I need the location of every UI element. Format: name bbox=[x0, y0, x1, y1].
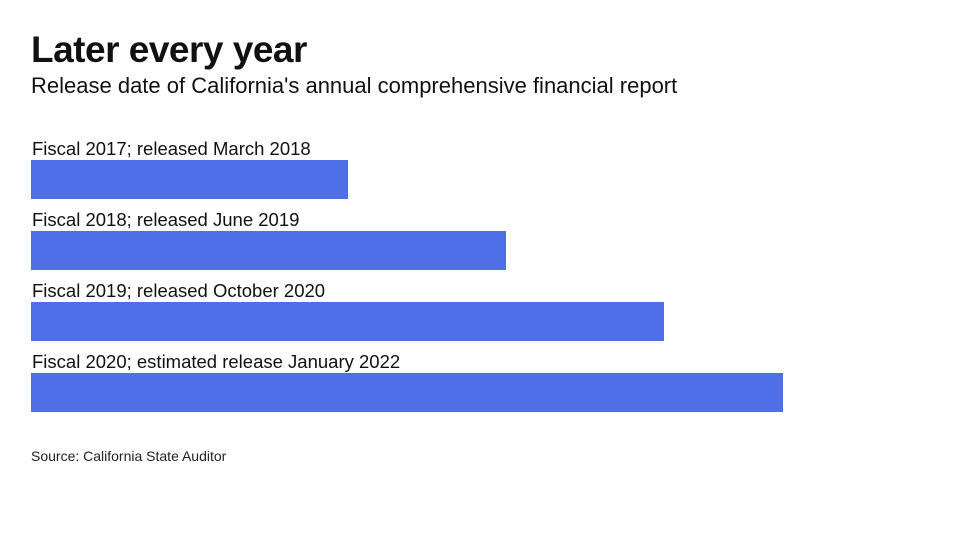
source-note: Source: California State Auditor bbox=[31, 448, 227, 464]
bar bbox=[31, 160, 348, 199]
bar bbox=[31, 231, 506, 270]
bar-label: Fiscal 2020; estimated release January 2… bbox=[32, 351, 401, 372]
bar-label: Fiscal 2019; released October 2020 bbox=[32, 280, 326, 301]
chart-subtitle: Release date of California's annual comp… bbox=[31, 73, 678, 98]
bar bbox=[31, 373, 783, 412]
bar bbox=[31, 302, 664, 341]
bar-label: Fiscal 2018; released June 2019 bbox=[32, 209, 300, 230]
chart-title: Later every year bbox=[31, 29, 307, 70]
bar-label: Fiscal 2017; released March 2018 bbox=[32, 138, 311, 159]
